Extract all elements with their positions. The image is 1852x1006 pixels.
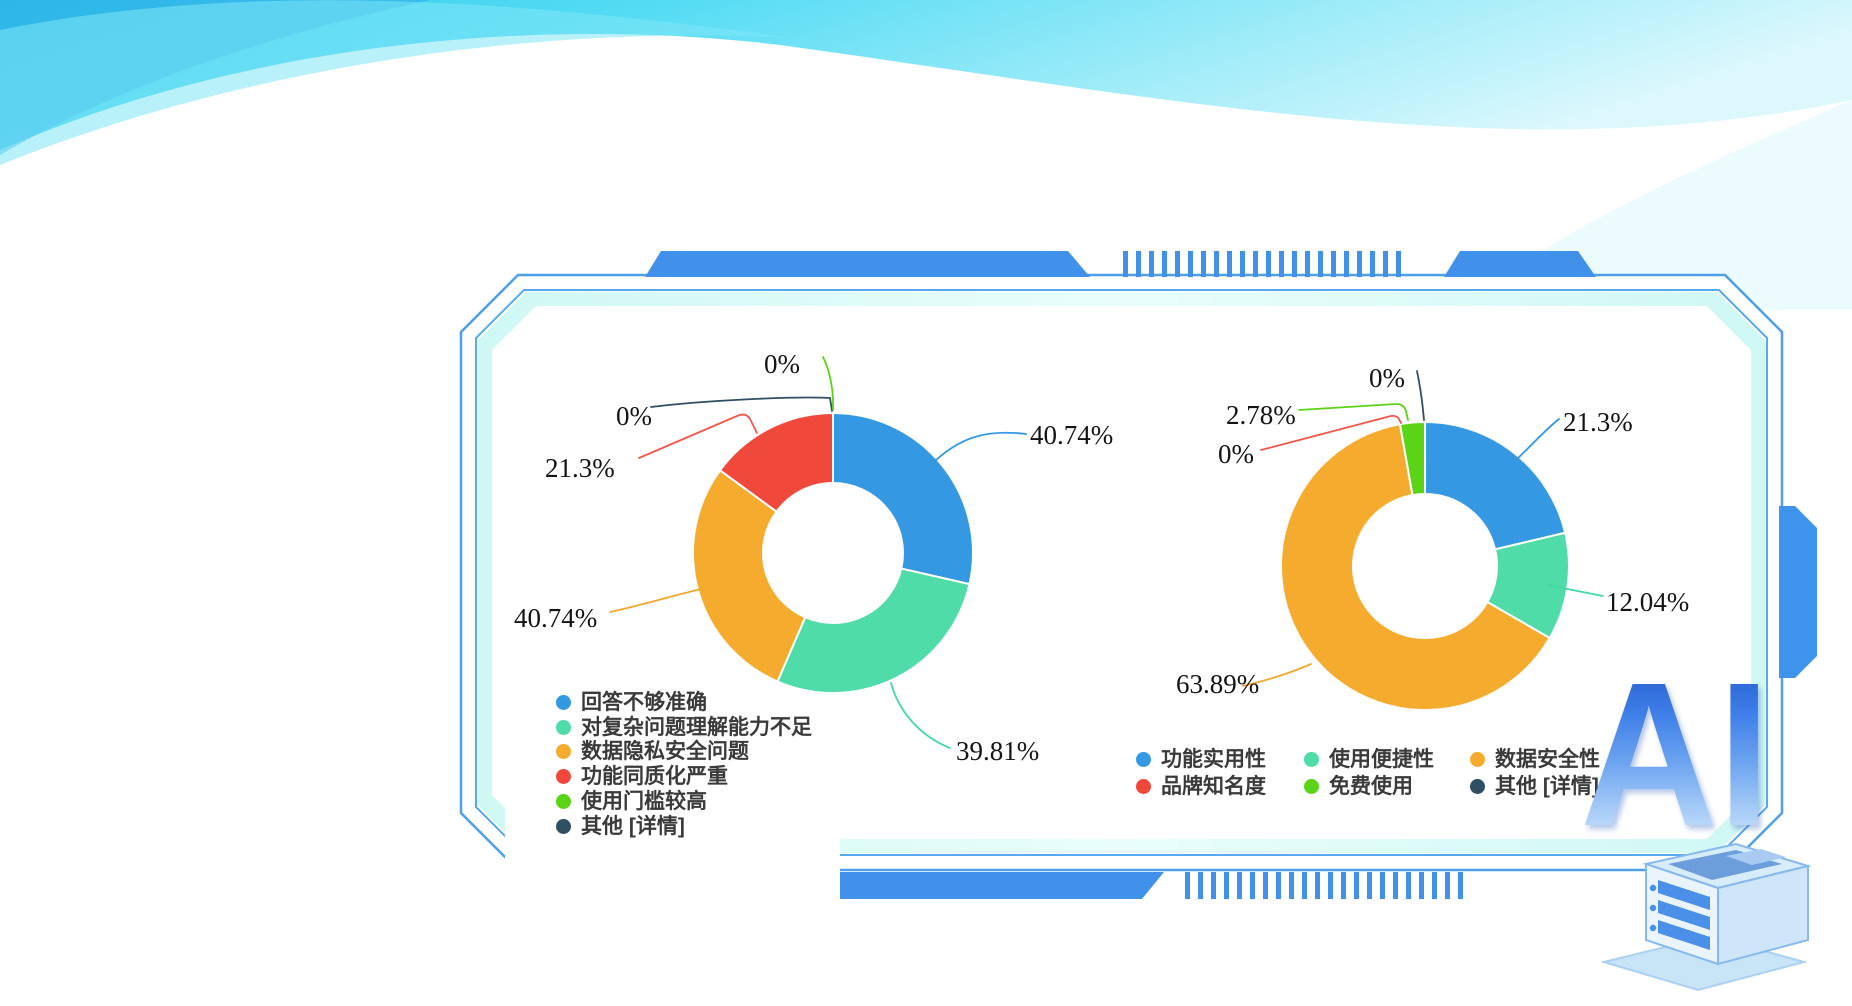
legend-item[interactable]: 使用便捷性	[1304, 746, 1464, 773]
legend-label: 数据安全性	[1495, 748, 1600, 771]
donut-chart-right-slices[interactable]	[1280, 420, 1570, 711]
top-deco-bar	[645, 251, 1090, 277]
donut-slice[interactable]	[692, 468, 807, 683]
leader-left-red	[638, 413, 758, 459]
label-right-teal: 12.04%	[1606, 587, 1690, 617]
donut-slice[interactable]	[1280, 423, 1552, 711]
legend-dot-icon	[556, 694, 571, 710]
leader-lines	[609, 356, 1604, 749]
legend-label: 使用便捷性	[1329, 748, 1434, 771]
leader-right-red	[1260, 414, 1402, 451]
label-right-blue: 21.3%	[1563, 407, 1633, 437]
donut-chart-left-slices[interactable]	[692, 411, 974, 694]
label-left-blue: 40.74%	[1030, 420, 1114, 450]
legend-item[interactable]: 其他 [详情]	[556, 814, 812, 839]
label-left-green: 0%	[764, 349, 800, 379]
legend-dot-icon	[1136, 779, 1151, 794]
legend-label: 其他 [详情]	[581, 814, 685, 838]
label-right-orange: 63.89%	[1176, 669, 1260, 699]
legend-dot-icon	[556, 818, 571, 834]
legend-item[interactable]: 其他 [详情]	[1470, 773, 1600, 800]
legend-item[interactable]: 品牌知名度	[1136, 773, 1298, 800]
legend-item[interactable]: 功能同质化严重	[556, 764, 812, 789]
label-left-teal: 39.81%	[956, 736, 1040, 766]
legend-label: 免费使用	[1329, 775, 1413, 798]
label-right-red: 0%	[1218, 439, 1254, 469]
top-deco-stripes	[1123, 251, 1403, 277]
legend-dot-icon	[556, 719, 571, 735]
legend-left-chart: 回答不够准确 对复杂问题理解能力不足 数据隐私安全问题 功能同质化严重 使用门槛…	[556, 690, 812, 839]
legend-dot-icon	[1470, 779, 1485, 794]
label-left-orange: 40.74%	[514, 603, 598, 633]
legend-item[interactable]: 功能实用性	[1136, 746, 1298, 773]
legend-label: 其他 [详情]	[1495, 775, 1599, 798]
legend-label: 使用门槛较高	[581, 790, 707, 814]
legend-right-chart: 功能实用性 使用便捷性 数据安全性 品牌知名度 免费使用 其他 [详情]	[1136, 746, 1600, 800]
label-left-navy: 0%	[616, 401, 652, 431]
leader-right-teal	[1546, 584, 1604, 597]
legend-dot-icon	[1470, 752, 1485, 767]
donut-slice[interactable]	[1398, 420, 1426, 497]
donut-slice[interactable]	[776, 567, 971, 694]
leader-right-navy	[1416, 370, 1425, 421]
leader-left-teal	[890, 682, 951, 749]
leader-right-green	[1298, 403, 1409, 421]
legend-label: 功能实用性	[1161, 748, 1266, 771]
legend-item[interactable]: 数据隐私安全问题	[556, 740, 812, 765]
label-right-green: 2.78%	[1226, 400, 1296, 430]
right-edge-tab	[1779, 506, 1817, 678]
legend-label: 功能同质化严重	[581, 765, 728, 789]
legend-dot-icon	[556, 744, 571, 760]
legend-label: 对复杂问题理解能力不足	[581, 715, 812, 739]
legend-label: 品牌知名度	[1161, 775, 1266, 798]
leader-right-orange	[1242, 663, 1312, 687]
bottom-deco-stripes	[1185, 872, 1469, 899]
legend-dot-icon	[556, 769, 571, 785]
leader-right-blue	[1512, 418, 1560, 464]
leader-left-blue	[935, 431, 1027, 461]
leader-left-green	[822, 356, 834, 411]
legend-item[interactable]: 回答不够准确	[556, 690, 812, 715]
legend-label: 回答不够准确	[581, 690, 707, 714]
legend-label: 数据隐私安全问题	[581, 740, 749, 764]
legend-item[interactable]: 使用门槛较高	[556, 789, 812, 814]
legend-dot-icon	[1304, 752, 1319, 767]
legend-dot-icon	[1136, 752, 1151, 767]
donut-slice[interactable]	[718, 411, 834, 514]
server-cube-icon	[1600, 842, 1812, 992]
donut-slice[interactable]	[832, 411, 974, 586]
donut-slice[interactable]	[1424, 420, 1567, 551]
label-right-navy: 0%	[1369, 363, 1405, 393]
legend-dot-icon	[556, 794, 571, 810]
legend-item[interactable]: 对复杂问题理解能力不足	[556, 715, 812, 740]
leader-left-orange	[609, 588, 702, 613]
leader-left-navy	[650, 396, 833, 412]
legend-dot-icon	[1304, 779, 1319, 794]
label-left-red: 21.3%	[545, 453, 615, 483]
ai-3d-logo: AI	[1580, 640, 1771, 869]
top-deco-tab	[1444, 251, 1596, 277]
legend-item[interactable]: 数据安全性	[1470, 746, 1600, 773]
legend-item[interactable]: 免费使用	[1304, 773, 1464, 800]
